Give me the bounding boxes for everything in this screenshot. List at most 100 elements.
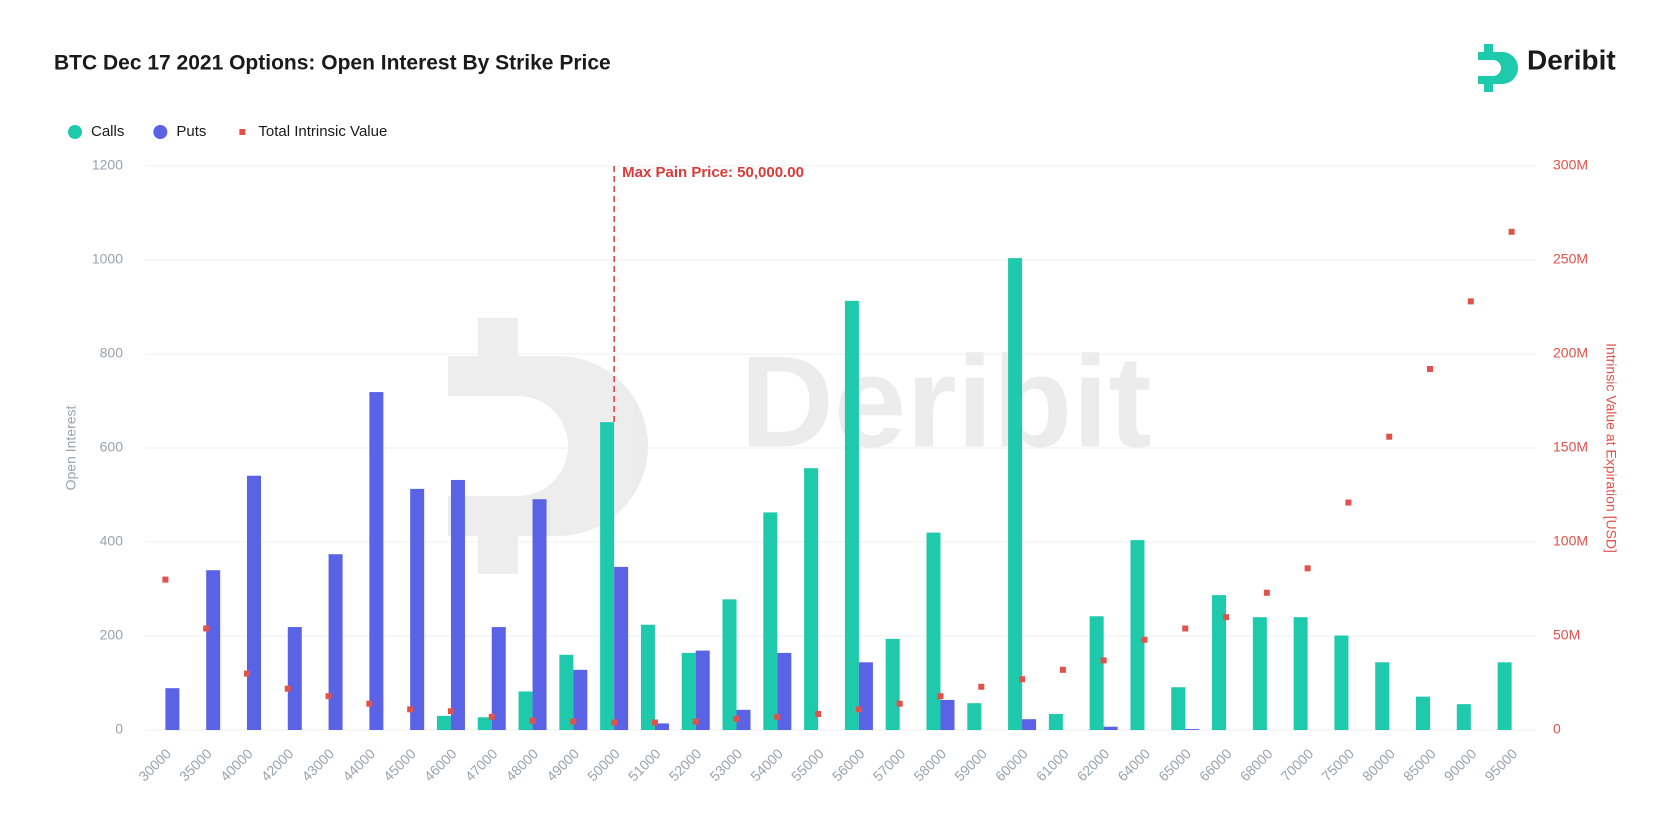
x-tick-label: 80000 xyxy=(1359,745,1398,784)
legend-marker xyxy=(153,125,168,139)
bar xyxy=(1293,617,1308,730)
x-tick-label: 49000 xyxy=(543,745,582,784)
watermark: Deribit xyxy=(448,318,1152,574)
bar xyxy=(885,638,900,730)
x-tick-label: 95000 xyxy=(1481,745,1520,784)
x-tick-label: 64000 xyxy=(1114,745,1153,784)
x-tick-label: 52000 xyxy=(666,745,705,784)
y2-tick-label: 50M xyxy=(1553,627,1580,643)
point xyxy=(733,715,740,722)
bar xyxy=(573,669,588,730)
x-tick-label: 40000 xyxy=(217,745,256,784)
x-tick-label: 62000 xyxy=(1074,745,1113,784)
bar xyxy=(410,488,425,730)
bar xyxy=(844,300,859,730)
bar xyxy=(1130,540,1145,730)
point xyxy=(1263,589,1270,596)
bar xyxy=(967,703,982,730)
bar xyxy=(695,650,710,730)
y2-axis-title: Intrinsic Value at Expiration [USD] xyxy=(1603,343,1619,553)
point xyxy=(1467,298,1474,305)
x-tick-label: 56000 xyxy=(829,745,868,784)
x-tick-label: 42000 xyxy=(258,745,297,784)
point xyxy=(570,718,577,725)
bar xyxy=(926,532,941,730)
legend-marker xyxy=(68,125,82,139)
x-tick-label: 55000 xyxy=(788,745,827,784)
legend-marker xyxy=(239,129,246,135)
bar xyxy=(369,392,384,730)
x-tick-label: 47000 xyxy=(462,745,501,784)
point xyxy=(774,713,781,720)
point xyxy=(815,711,822,718)
watermark-icon xyxy=(448,318,648,574)
bar xyxy=(1252,617,1267,730)
point xyxy=(1223,614,1230,621)
point xyxy=(978,683,985,690)
bar xyxy=(559,654,574,730)
max-pain-label: Max Pain Price: 50,000.00 xyxy=(622,164,804,181)
x-tick-label: 50000 xyxy=(584,745,623,784)
x-tick-label: 35000 xyxy=(176,745,215,784)
bar xyxy=(1212,595,1227,730)
point xyxy=(407,706,414,713)
y-tick-label: 600 xyxy=(100,439,124,455)
y-tick-label: 800 xyxy=(100,345,124,361)
x-tick-label: 68000 xyxy=(1237,745,1276,784)
point xyxy=(366,700,373,707)
x-tick-label: 43000 xyxy=(298,745,337,784)
x-tick-label: 30000 xyxy=(135,745,174,784)
y-tick-label: 1000 xyxy=(92,251,123,267)
bar xyxy=(450,479,465,730)
bar xyxy=(1416,696,1431,730)
point xyxy=(937,693,944,700)
x-tick-label: 46000 xyxy=(421,745,460,784)
x-tick-label: 59000 xyxy=(951,745,990,784)
bar xyxy=(1456,704,1471,730)
point xyxy=(447,708,454,715)
x-tick-label: 85000 xyxy=(1400,745,1439,784)
bar xyxy=(1103,726,1118,730)
y2-tick-label: 300M xyxy=(1553,157,1588,173)
watermark-text: Deribit xyxy=(740,328,1152,474)
bar xyxy=(518,691,533,730)
bar xyxy=(640,624,655,730)
y2-tick-label: 100M xyxy=(1553,533,1588,549)
y2-tick-label: 250M xyxy=(1553,251,1588,267)
bar xyxy=(328,554,343,730)
point xyxy=(529,717,536,724)
x-tick-label: 70000 xyxy=(1278,745,1317,784)
bar xyxy=(1171,687,1186,730)
x-tick-label: 61000 xyxy=(1033,745,1072,784)
y-tick-label: 400 xyxy=(100,533,124,549)
bar xyxy=(246,475,261,730)
y-tick-label: 200 xyxy=(100,627,124,643)
bar xyxy=(1008,258,1023,730)
bar xyxy=(654,723,669,730)
point xyxy=(243,670,250,677)
bar xyxy=(614,566,629,730)
bar xyxy=(681,652,696,730)
y-tick-label: 1200 xyxy=(92,157,123,173)
point xyxy=(284,685,291,692)
bar xyxy=(763,512,778,730)
bar xyxy=(736,709,751,730)
point xyxy=(1141,636,1148,643)
bar xyxy=(1089,616,1104,730)
bar xyxy=(1497,662,1512,730)
bar xyxy=(165,688,180,730)
point xyxy=(1304,565,1311,572)
x-tick-label: 60000 xyxy=(992,745,1031,784)
point xyxy=(1508,228,1515,235)
bar xyxy=(532,499,547,730)
point xyxy=(1345,499,1352,506)
y-axis-title: Open Interest xyxy=(63,405,79,490)
x-tick-label: 48000 xyxy=(502,745,541,784)
y2-tick-label: 150M xyxy=(1553,439,1588,455)
x-tick-label: 44000 xyxy=(339,745,378,784)
point xyxy=(1427,366,1434,373)
point xyxy=(1019,676,1026,683)
x-tick-label: 54000 xyxy=(747,745,786,784)
x-tick-label: 45000 xyxy=(380,745,419,784)
bar xyxy=(477,717,492,730)
